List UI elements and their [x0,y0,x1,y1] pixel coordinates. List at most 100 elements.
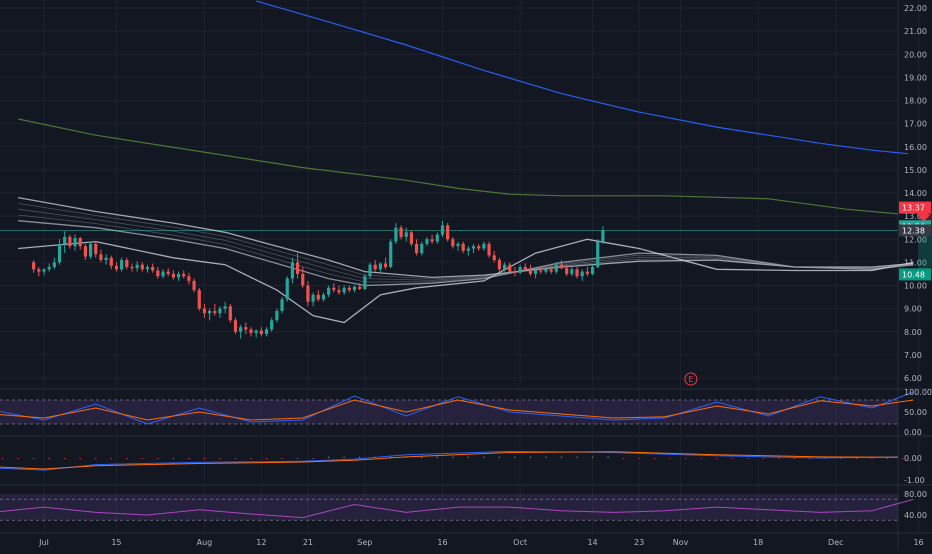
time-axis-label: 18 [753,538,763,547]
candle-body [415,244,418,253]
price-axis-label: 20.00 [904,50,927,59]
candle-body [301,274,304,286]
price-tag-label: 10.48 [902,270,925,279]
candle-body [161,272,164,277]
candle-body [172,274,175,277]
candle-body [291,262,294,278]
candle-body [513,272,516,273]
candle-body [192,281,195,290]
candle-body [498,260,501,269]
candle-body [280,299,283,311]
price-axis-label: 18.00 [904,97,927,106]
candle-body [198,290,201,309]
indicator-axis-label: 100.00 [904,388,932,397]
candle-body [156,270,159,276]
indicator-axis-label: 40.00 [904,511,927,520]
candle-body [141,265,144,270]
candle-body [110,258,113,266]
candle-body [565,268,568,274]
candle-body [317,295,320,300]
price-tag-label: 12.38 [902,226,925,235]
take-profit-zone[interactable] [919,230,932,274]
candle-body [187,276,190,281]
price-axis-label: 22.00 [904,4,927,13]
candle-body [519,267,522,273]
time-axis-label: 16 [437,538,447,547]
candle-body [560,265,563,268]
moving-average-100 [18,119,898,214]
indicator-axis-label: 0.00 [904,428,922,437]
candle-body [399,228,402,237]
candle-body [270,320,273,329]
candle-body [68,237,71,246]
candle-body [462,244,465,251]
indicator-axis-label: 80.00 [904,490,927,499]
candle-body [234,320,237,332]
candle-body [441,225,444,234]
candle-body [472,246,475,248]
time-axis-label: Aug [197,538,213,547]
candle-body [249,329,252,332]
candle-body [306,286,309,302]
candle-body [322,295,325,300]
candle-body [120,260,123,269]
price-axis-label: 19.00 [904,73,927,82]
candle-body [37,269,40,271]
price-axis-label: 21.00 [904,27,927,36]
candle-body [363,276,366,289]
candle-body [394,228,397,242]
candle-body [105,258,108,260]
macd-signal-line [0,452,898,469]
indicator-axis-label: 50.00 [904,408,927,417]
candle-body [265,329,268,334]
time-axis-label: Nov [673,538,689,547]
candle-body [405,232,408,237]
time-axis-label: 12 [256,538,266,547]
candle-body [296,262,299,274]
candle-body [182,274,185,276]
candle-body [451,239,454,246]
candle-body [550,269,553,271]
candle-body [570,269,573,274]
time-axis-label: 14 [587,538,597,547]
candle-body [239,327,242,332]
candle-body [42,269,45,271]
candle-body [125,260,128,267]
candle-body [368,265,371,277]
indicator-axis-label: -1.00 [904,476,925,485]
candle-body [177,274,180,277]
price-axis-label: 15.00 [904,166,927,175]
candle-body [255,331,258,333]
candle-body [48,267,51,269]
price-axis-label: 9.00 [904,305,922,314]
candle-body [136,265,139,268]
time-axis-label: 21 [303,538,313,547]
candle-body [32,262,35,269]
candle-body [374,265,377,270]
candle-body [286,279,289,300]
candle-body [94,244,97,254]
candle-body [524,267,527,269]
candle-body [275,311,278,320]
candle-body [84,246,87,256]
candle-body [555,265,558,272]
price-tag-label: 13.37 [902,204,925,213]
price-axis-label: 10.00 [904,282,927,291]
candle-body [420,244,423,253]
candle-body [99,254,102,260]
candle-body [544,269,547,271]
candle-body [151,267,154,270]
candle-body [89,244,92,257]
candle-body [508,265,511,272]
candle-body [410,232,413,244]
time-axis-label: 15 [111,538,121,547]
candle-body [487,244,490,256]
price-axis-label: 7.00 [904,351,922,360]
candle-body [596,242,599,267]
candle-body [146,267,149,269]
candle-body [260,331,263,334]
time-axis-label: Sep [357,538,372,547]
stoch-band [0,400,898,424]
